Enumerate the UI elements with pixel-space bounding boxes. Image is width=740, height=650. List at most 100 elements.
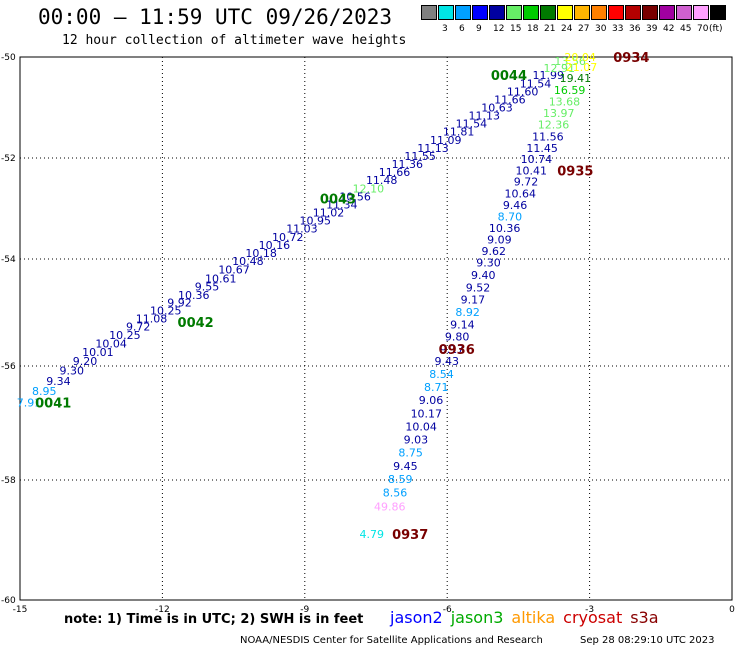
swh-value: 4.79: [359, 528, 384, 541]
legend-label: 21: [544, 24, 556, 34]
swh-value: 8.95: [32, 385, 57, 398]
swh-value: 10.64: [505, 187, 537, 200]
pass-time-label: 0042: [178, 316, 214, 331]
swh-value: 11.60: [507, 85, 539, 98]
y-tick-label: -60: [1, 596, 16, 606]
swh-value: 9.30: [59, 365, 84, 378]
legend-swatch: [438, 5, 454, 20]
y-tick-label: -52: [1, 154, 16, 164]
swh-value: 11.13: [468, 110, 500, 123]
swh-value: 11.45: [526, 142, 558, 155]
legend-label: 30: [595, 24, 607, 34]
swh-value: 10.74: [521, 153, 553, 166]
swh-value: 21.07: [566, 61, 598, 74]
swh-value: 11.48: [366, 174, 398, 187]
legend-label: 70: [697, 24, 709, 34]
swh-value: 12.36: [538, 119, 570, 132]
legend-unit: (ft): [709, 24, 723, 34]
swh-value: 9.45: [393, 460, 418, 473]
legend-swatch: [540, 5, 556, 20]
legend-swatch: [455, 5, 471, 20]
swh-value: 11.34: [326, 198, 358, 211]
pass-time-label: 0043: [320, 192, 356, 207]
swh-value: 11.81: [443, 126, 475, 139]
swh-value: 8.71: [424, 381, 449, 394]
swh-value: 11.08: [136, 312, 168, 325]
x-tick-label: 0: [729, 605, 735, 615]
swh-value: 10.36: [178, 289, 210, 302]
map-frame: [19, 56, 733, 601]
legend-label: 18: [527, 24, 539, 34]
legend-swatch: [625, 5, 641, 20]
pass-time-label: 0935: [557, 165, 593, 180]
swh-value: 9.09: [487, 233, 512, 246]
swh-value: 11.55: [404, 150, 436, 163]
legend-label: 24: [561, 24, 573, 34]
map-subtitle: 12 hour collection of altimeter wave hei…: [62, 33, 407, 48]
legend-swatch: [693, 5, 709, 20]
swh-value: 10.67: [218, 264, 250, 277]
legend-label: 3: [442, 24, 448, 34]
swh-value: 11.09: [430, 134, 462, 147]
swh-value: 9.55: [195, 280, 220, 293]
legend-label: 9: [476, 24, 482, 34]
satellite-name: jason2: [390, 608, 443, 627]
swh-value: 10.17: [411, 407, 443, 420]
swh-value: 10.48: [232, 255, 264, 268]
pass-time-label: 0937: [392, 528, 428, 543]
swh-value: 20.04: [564, 51, 596, 64]
swh-value: 9.03: [404, 434, 429, 447]
satellite-legend: jason2 jason3 altika cryosat s3a: [390, 608, 667, 627]
legend-swatch: [659, 5, 675, 20]
swh-value: 10.36: [489, 222, 521, 235]
pass-labels: 0041 0042 0043 0044 0934 0935 0936 0937: [35, 51, 649, 543]
y-tick-label: -50: [1, 53, 16, 63]
swh-value: 10.72: [272, 231, 304, 244]
satellite-name: altika: [511, 608, 556, 627]
y-tick-label: -56: [1, 362, 16, 372]
satellite-name: s3a: [630, 608, 659, 627]
swh-value: 10.16: [259, 239, 291, 252]
legend-label: 36: [629, 24, 641, 34]
swh-value: 9.52: [466, 281, 491, 294]
legend-swatch: [591, 5, 607, 20]
swh-value: 10.95: [299, 215, 331, 228]
legend-label: 6: [459, 24, 465, 34]
swh-value: 11.54: [456, 118, 488, 131]
y-tick-label: -54: [1, 255, 16, 265]
legend-label: 45: [680, 24, 692, 34]
swh-value: 9.92: [167, 296, 192, 309]
swh-value: 7.91: [17, 396, 42, 409]
credit-text: NOAA/NESDIS Center for Satellite Applica…: [240, 635, 543, 646]
satellite-name: cryosat: [563, 608, 623, 627]
swh-value: 10.04: [405, 420, 437, 433]
x-tick-label: -12: [155, 605, 170, 615]
swh-value: 9.62: [481, 245, 506, 258]
swh-value: 9.06: [419, 394, 444, 407]
observation-labels: 7.918.959.349.309.2010.0110.0410.259.721…: [17, 51, 598, 541]
legend-label: 33: [612, 24, 624, 34]
x-tick-label: -6: [443, 605, 452, 615]
swh-value: 10.01: [82, 346, 114, 359]
legend-swatch: [506, 5, 522, 20]
generated-timestamp: Sep 28 08:29:10 UTC 2023: [580, 635, 715, 646]
swh-value: 8.54: [429, 368, 454, 381]
footer-note: note: 1) Time is in UTC; 2) SWH is in fe…: [64, 612, 364, 627]
legend-swatch: [676, 5, 692, 20]
pass-time-label: 0936: [439, 343, 475, 358]
swh-value: 10.41: [515, 165, 547, 178]
pass-time-label: 0934: [613, 51, 649, 66]
swh-value: 10.56: [339, 190, 371, 203]
swh-value: 9.30: [476, 257, 501, 270]
y-tick-label: -58: [1, 476, 16, 486]
swh-value: 11.54: [520, 77, 552, 90]
swh-value: 9.17: [461, 294, 486, 307]
axis-ticks: -15 -12 -9 -6 -3 0 -50 -52 -54 -56 -58 -60: [1, 53, 735, 615]
swh-value: 8.70: [498, 211, 523, 224]
swh-value: 13.97: [543, 107, 575, 120]
swh-value: 13.56: [554, 55, 586, 68]
swh-value: 16.59: [554, 84, 586, 97]
swh-value: 9.20: [73, 355, 98, 368]
legend-swatch: [642, 5, 658, 20]
